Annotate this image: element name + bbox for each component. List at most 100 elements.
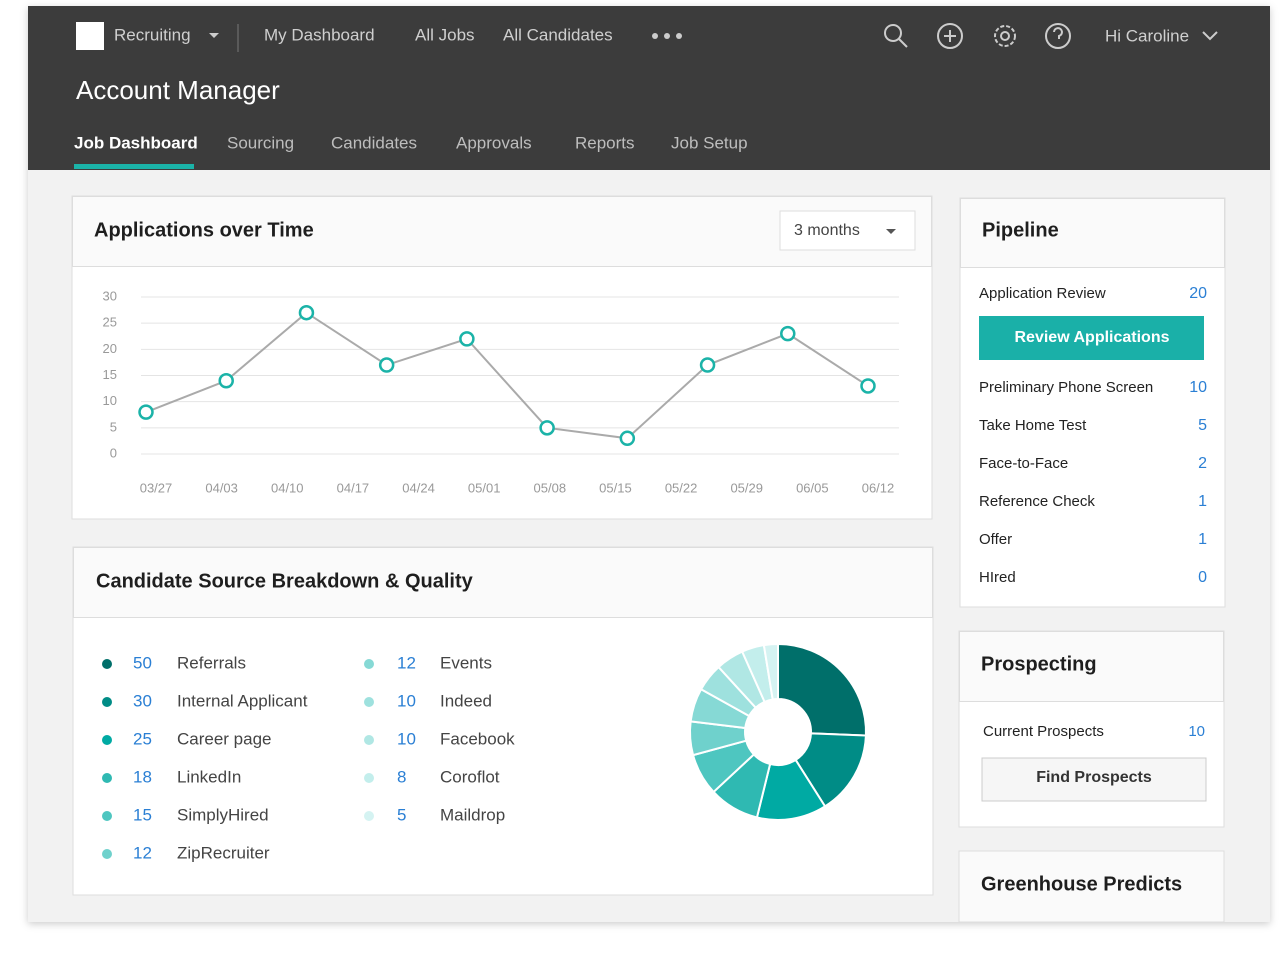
source-count: 8 — [397, 767, 406, 786]
legend-dot — [102, 659, 112, 669]
point[interactable] — [619, 430, 636, 447]
x-tick-label: 04/24 — [402, 480, 435, 495]
source-count: 5 — [397, 805, 406, 824]
x-tick-label: 06/05 — [796, 480, 829, 495]
stage-name: HIred — [979, 569, 1016, 586]
tab[interactable]: Job Dashboard — [74, 133, 198, 152]
stage-name: Application Review — [979, 285, 1106, 302]
dropdown-arrow[interactable] — [886, 229, 896, 234]
tab[interactable]: Sourcing — [227, 133, 294, 152]
tab[interactable]: Approvals — [456, 133, 532, 152]
nav-item[interactable]: Recruiting — [114, 25, 191, 44]
point[interactable] — [298, 304, 315, 321]
x-tick-label: 05/15 — [599, 480, 632, 495]
source-name: ZipRecruiter — [177, 843, 270, 862]
source-name: Indeed — [440, 691, 492, 710]
tab[interactable]: Job Setup — [671, 133, 748, 152]
predicts-panel — [958, 850, 1225, 923]
source-name: Maildrop — [440, 805, 505, 824]
x-tick-label: 05/08 — [534, 480, 567, 495]
point[interactable] — [539, 420, 555, 436]
user-menu[interactable]: Hi Caroline — [1105, 26, 1189, 45]
source-count: 10 — [397, 729, 416, 748]
stage-count[interactable]: 20 — [1189, 285, 1207, 302]
point[interactable] — [218, 372, 234, 389]
source-count: 18 — [133, 767, 152, 786]
panel-title: Greenhouse Predicts — [981, 873, 1182, 895]
legend-dot — [102, 811, 112, 821]
legend-dot — [364, 811, 374, 821]
dropdown-arrow[interactable] — [209, 33, 219, 38]
nav-item[interactable]: All Jobs — [415, 25, 475, 44]
source-count: 12 — [133, 843, 152, 862]
button-label[interactable]: Find Prospects — [1036, 769, 1152, 786]
stage-name: Preliminary Phone Screen — [979, 379, 1153, 396]
line — [145, 311, 869, 440]
point[interactable] — [459, 331, 475, 347]
source-count: 25 — [133, 729, 152, 748]
tab[interactable]: Candidates — [331, 133, 417, 152]
source-count: 50 — [133, 653, 152, 672]
point[interactable] — [699, 357, 716, 373]
stage-count[interactable]: 2 — [1198, 455, 1207, 472]
panel-title: Pipeline — [982, 219, 1059, 241]
stage-count[interactable]: 1 — [1198, 531, 1207, 548]
source-count: 12 — [397, 653, 416, 672]
button-label[interactable]: Review Applications — [1015, 329, 1170, 346]
icons[interactable] — [884, 23, 1218, 49]
y-tick-label: 0 — [110, 445, 117, 460]
nav-item[interactable]: All Candidates — [503, 25, 613, 44]
pie-slice — [777, 642, 867, 737]
source-count: 10 — [397, 691, 416, 710]
active-tab-underline — [74, 164, 194, 169]
panel-title: Prospecting — [981, 653, 1097, 675]
point[interactable] — [860, 378, 876, 394]
top-bar — [28, 6, 1270, 170]
source-name: SimplyHired — [177, 805, 269, 824]
prospect-count[interactable]: 10 — [1188, 723, 1205, 740]
legend-dot — [102, 697, 112, 707]
source-name: Career page — [177, 729, 272, 748]
x-tick-label: 05/01 — [468, 480, 501, 495]
prospect-label: Current Prospects — [983, 723, 1104, 740]
y-tick-label: 20 — [103, 341, 117, 356]
y-tick-label: 15 — [103, 367, 117, 382]
stage-count[interactable]: 1 — [1198, 493, 1207, 510]
panel-header — [73, 547, 933, 618]
point[interactable] — [138, 404, 154, 420]
source-name: Facebook — [440, 729, 515, 748]
source-name: Events — [440, 653, 492, 672]
nav-item[interactable]: My Dashboard — [264, 25, 375, 44]
find-button[interactable] — [981, 757, 1207, 802]
logo-box — [76, 22, 104, 50]
x-tick-label: 05/29 — [730, 480, 763, 495]
source-count: 30 — [133, 691, 152, 710]
y-tick-label: 25 — [103, 315, 117, 330]
x-tick-label: 04/10 — [271, 480, 304, 495]
stage-count[interactable]: 0 — [1198, 569, 1207, 586]
panel-header — [960, 198, 1225, 268]
range-label[interactable]: 3 months — [794, 222, 860, 239]
stage-name: Reference Check — [979, 493, 1095, 510]
source-name: Referrals — [177, 653, 246, 672]
legend-dot — [364, 659, 374, 669]
x-tick-label: 03/27 — [140, 480, 173, 495]
panel-header — [959, 631, 1224, 702]
stage-name: Face-to-Face — [979, 455, 1068, 472]
review-button[interactable] — [979, 316, 1204, 360]
point[interactable] — [378, 357, 395, 373]
legend-dot — [364, 773, 374, 783]
page-title: Account Manager — [76, 75, 280, 105]
x-tick-label: 05/22 — [665, 480, 698, 495]
panel-title: Candidate Source Breakdown & Quality — [96, 570, 474, 592]
point[interactable] — [780, 325, 796, 342]
legend-dot — [102, 735, 112, 745]
stage-name: Take Home Test — [979, 417, 1087, 434]
more-menu[interactable] — [652, 33, 682, 39]
legend-dot — [364, 697, 374, 707]
stage-count[interactable]: 5 — [1198, 417, 1207, 434]
source-name: Coroflot — [440, 767, 500, 786]
tab[interactable]: Reports — [575, 133, 635, 152]
stage-count[interactable]: 10 — [1189, 379, 1207, 396]
